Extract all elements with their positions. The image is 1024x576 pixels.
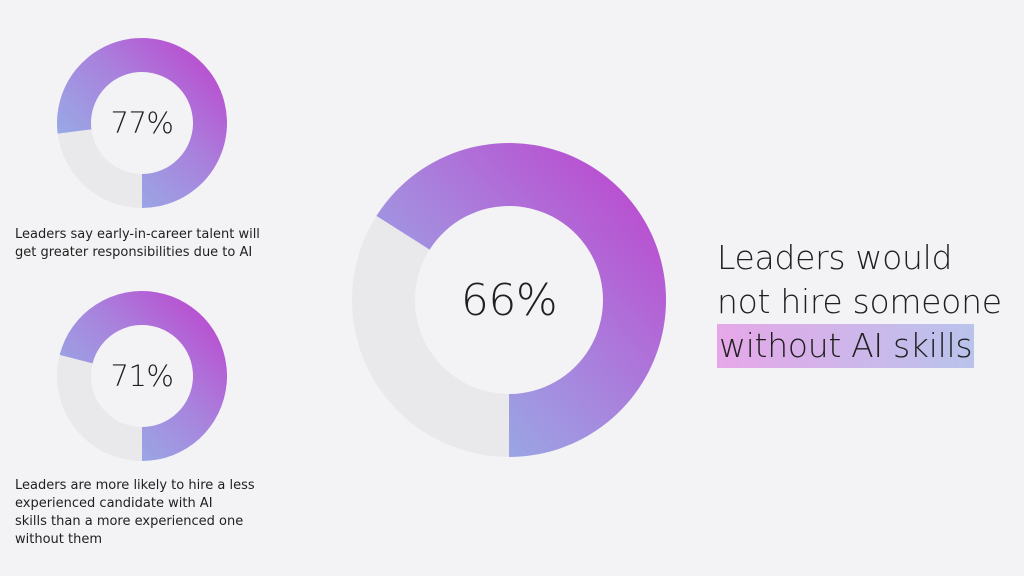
caption-line: get greater responsibilities due to AI: [15, 245, 253, 260]
donut-value-segment: [376, 143, 666, 458]
donut-center-label: 77%: [110, 106, 174, 140]
headline-line: not hire someone: [717, 282, 1002, 321]
caption-line: Leaders say early-in-career talent will: [15, 227, 260, 242]
donut-remainder-segment: [352, 215, 509, 457]
donut-svg: [352, 143, 666, 458]
donut-center-label: 71%: [110, 359, 174, 393]
caption-line: Leaders are more likely to hire a less: [15, 478, 255, 493]
donut-chart-77: 77%: [56, 37, 228, 208]
donut-svg: [56, 291, 227, 461]
donut-remainder-segment: [56, 354, 142, 461]
headline-highlight: without AI skills: [717, 324, 975, 368]
donut-center-label: 66%: [460, 274, 558, 326]
headline: Leaders would not hire someone without A…: [717, 236, 1002, 368]
donut-svg: [56, 37, 228, 208]
donut-value-segment: [59, 291, 227, 461]
caption-line: skills than a more experienced one: [15, 514, 244, 529]
donut-value-segment: [56, 37, 228, 208]
caption-line: experienced candidate with AI: [15, 496, 213, 511]
donut-chart-66: 66%: [352, 143, 666, 458]
headline-line-highlighted: without AI skills: [717, 324, 1002, 368]
donut-chart-71: 71%: [56, 291, 227, 461]
caption-line: without them: [15, 532, 103, 547]
donut-caption: Leaders are more likely to hire a less e…: [15, 477, 295, 549]
donut-remainder-segment: [57, 129, 142, 208]
donut-caption: Leaders say early-in-career talent will …: [15, 226, 295, 262]
headline-line: Leaders would: [717, 238, 953, 277]
